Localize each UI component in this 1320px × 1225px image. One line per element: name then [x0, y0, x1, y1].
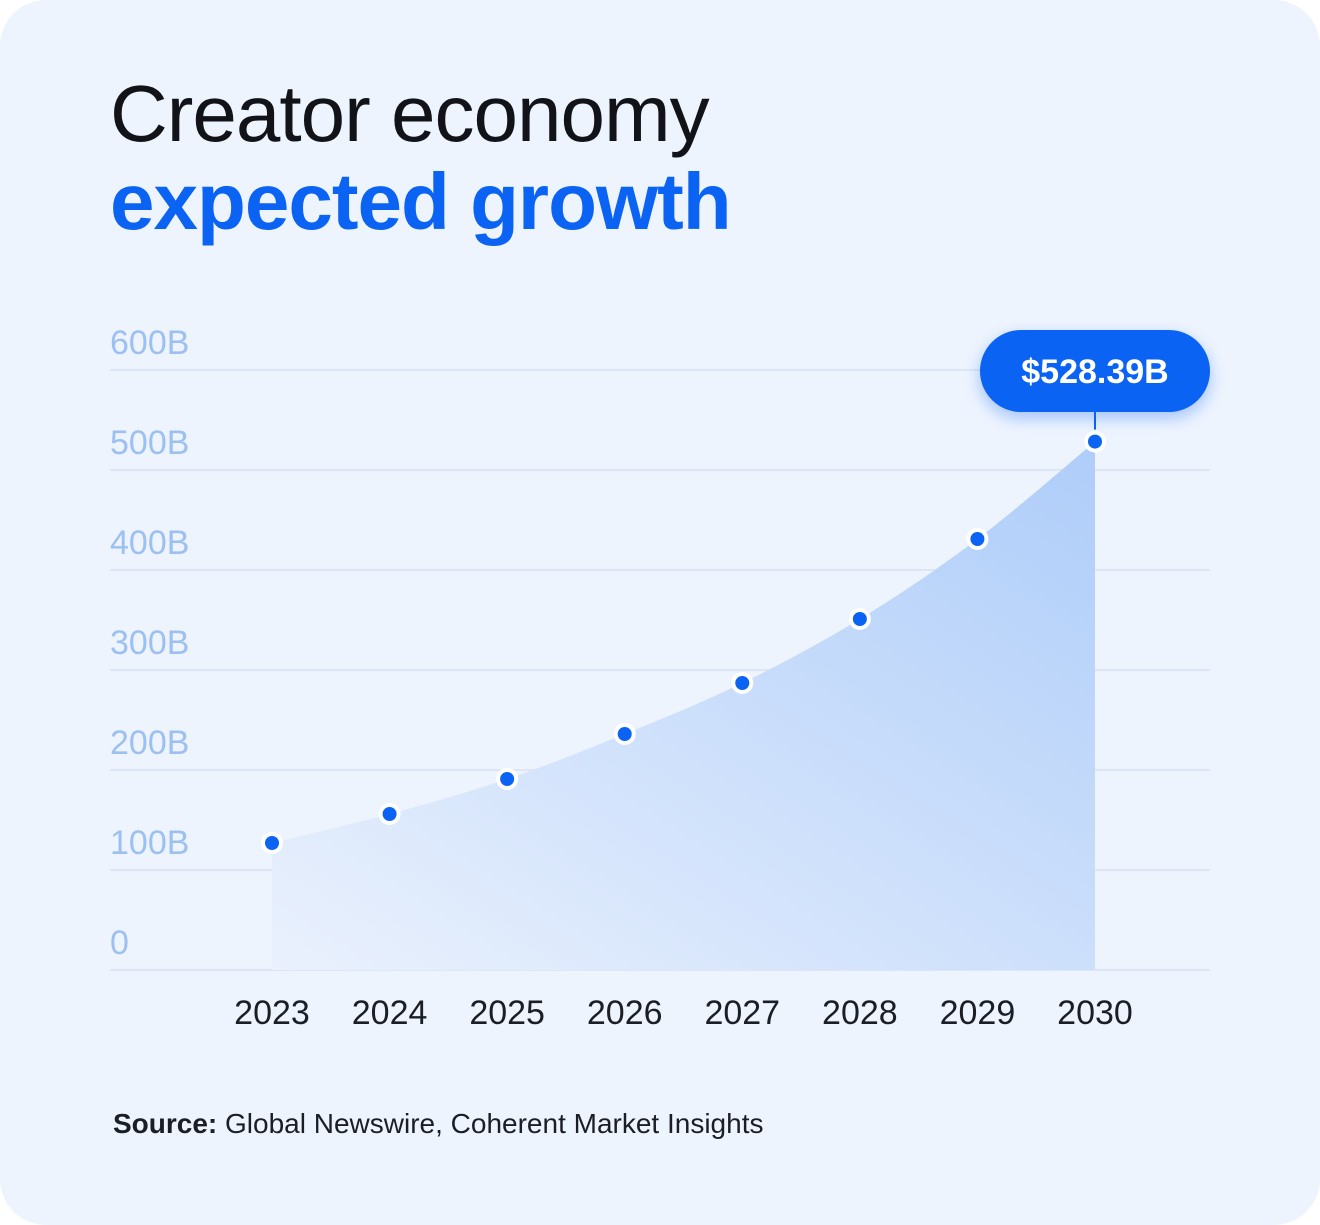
- area-series: [272, 441, 1095, 970]
- data-point-2027: [735, 676, 750, 690]
- x-tick-label: 2024: [352, 994, 428, 1032]
- title-line-2-highlight: expected growth: [110, 157, 732, 246]
- data-point-2026: [617, 727, 632, 741]
- data-points: [261, 430, 1106, 854]
- data-point-2023: [265, 836, 279, 850]
- data-point-2029: [970, 532, 985, 546]
- y-tick-label: 100B: [110, 824, 189, 862]
- x-axis-labels: 2023 2024 2025 2026 2027 2028 2029 2030: [234, 994, 1133, 1032]
- x-tick-label: 2028: [822, 994, 898, 1032]
- data-point-2024: [382, 807, 397, 821]
- y-tick-label: 300B: [110, 624, 189, 662]
- callout-value: $528.39B: [1021, 353, 1168, 391]
- x-tick-label: 2030: [1057, 994, 1133, 1032]
- y-tick-label: 0: [110, 924, 129, 962]
- x-tick-label: 2027: [704, 994, 780, 1032]
- x-tick-label: 2029: [940, 994, 1016, 1032]
- y-tick-label: 400B: [110, 524, 189, 562]
- value-callout: $528.39B: [980, 330, 1210, 430]
- callout-pill: [980, 330, 1210, 412]
- x-tick-label: 2023: [234, 994, 310, 1032]
- data-point-2025: [500, 772, 515, 786]
- source-text: Global Newswire, Coherent Market Insight…: [217, 1108, 764, 1139]
- data-point-2030: [1088, 434, 1102, 449]
- data-point-2028: [852, 612, 867, 626]
- y-tick-label: 600B: [110, 324, 189, 362]
- y-tick-label: 500B: [110, 424, 189, 462]
- page-title: Creator economy expected growth: [110, 69, 732, 246]
- y-tick-label: 200B: [110, 724, 189, 762]
- x-tick-label: 2026: [587, 994, 663, 1032]
- title-line-1: Creator economy: [110, 69, 710, 158]
- source-label: Source:: [113, 1108, 218, 1139]
- y-axis-labels: 0 100B 200B 300B 400B 500B 600B: [110, 324, 189, 962]
- x-tick-label: 2025: [469, 994, 545, 1032]
- area-fill: [272, 441, 1095, 970]
- source-note: Source: Global Newswire, Coherent Market…: [113, 1108, 763, 1140]
